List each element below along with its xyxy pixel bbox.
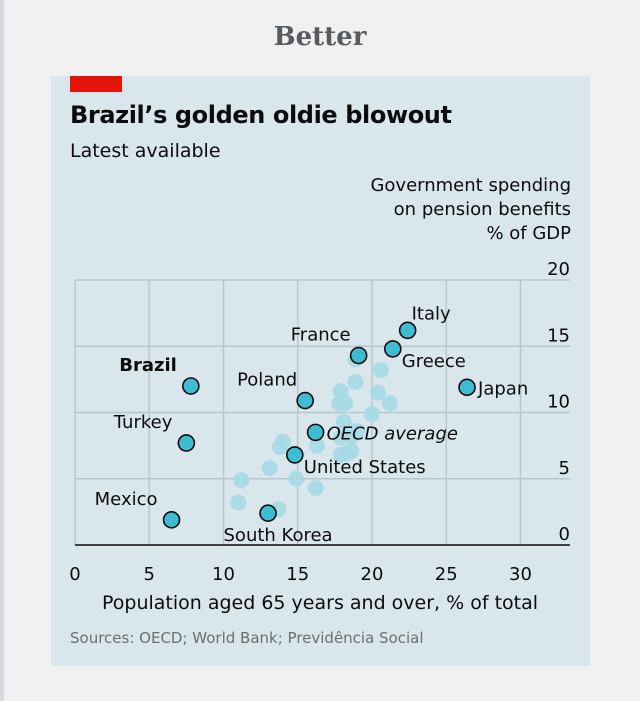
background-point bbox=[261, 460, 278, 477]
highlighted-point bbox=[398, 321, 417, 340]
background-point bbox=[381, 395, 398, 412]
x-tick-label: 10 bbox=[212, 564, 235, 585]
background-point bbox=[347, 374, 364, 391]
point-label: Mexico bbox=[95, 489, 158, 510]
y-tick-label: 20 bbox=[547, 259, 570, 280]
background-point bbox=[372, 362, 389, 379]
y-tick-label: 15 bbox=[547, 325, 570, 346]
point-label: South Korea bbox=[224, 525, 333, 546]
background-point bbox=[332, 429, 349, 446]
background-point bbox=[230, 494, 247, 511]
background-point bbox=[331, 395, 348, 412]
y-axis-label: Government spending on pension benefits … bbox=[311, 174, 571, 246]
background-point bbox=[338, 445, 355, 462]
y-tick-label: 0 bbox=[559, 524, 570, 545]
background-point bbox=[271, 438, 288, 455]
y-axis-label-line-2: on pension benefits bbox=[393, 199, 571, 220]
x-tick-label: 30 bbox=[509, 564, 532, 585]
highlighted-point bbox=[177, 434, 196, 452]
background-point bbox=[369, 384, 386, 401]
x-tick-label: 15 bbox=[286, 564, 309, 585]
point-label: France bbox=[291, 325, 351, 346]
point-label: OECD average bbox=[327, 423, 458, 444]
point-label: United States bbox=[304, 457, 426, 478]
background-point bbox=[364, 405, 380, 422]
y-axis-label-line-1: Government spending bbox=[370, 175, 571, 196]
point-label: Brazil bbox=[119, 355, 177, 376]
left-edge-rule bbox=[0, 0, 4, 701]
y-axis-label-line-3: % of GDP bbox=[486, 223, 571, 244]
chart-card bbox=[51, 76, 590, 666]
page-heading: Better bbox=[273, 22, 367, 52]
chart-title: Brazil’s golden oldie blowout bbox=[70, 101, 452, 129]
x-tick-label: 25 bbox=[435, 564, 458, 585]
highlighted-point bbox=[285, 446, 304, 464]
background-point bbox=[288, 470, 305, 487]
highlighted-point bbox=[162, 511, 181, 529]
highlighted-point bbox=[458, 378, 476, 397]
highlighted-point bbox=[383, 340, 402, 358]
point-label: Greece bbox=[402, 351, 466, 372]
background-point bbox=[335, 413, 352, 430]
highlighted-point bbox=[306, 423, 325, 442]
y-tick-label: 5 bbox=[559, 458, 570, 479]
y-tick-label: 10 bbox=[547, 392, 570, 413]
highlighted-point bbox=[259, 504, 277, 523]
background-point bbox=[309, 437, 326, 454]
x-tick-label: 5 bbox=[144, 564, 155, 585]
point-label: Turkey bbox=[113, 412, 173, 433]
source-note: Sources: OECD; World Bank; Previdência S… bbox=[70, 629, 424, 647]
x-axis-label: Population aged 65 years and over, % of … bbox=[101, 592, 539, 614]
x-tick-label: 0 bbox=[69, 564, 80, 585]
x-tick-label: 20 bbox=[361, 564, 384, 585]
point-label: Japan bbox=[477, 378, 528, 399]
chart-subtitle: Latest available bbox=[70, 140, 221, 162]
point-label: Poland bbox=[237, 370, 297, 391]
highlighted-point bbox=[182, 377, 200, 395]
brand-red-tab bbox=[70, 76, 122, 92]
highlighted-point bbox=[296, 391, 314, 410]
point-label: Italy bbox=[412, 303, 451, 324]
background-point bbox=[307, 480, 324, 497]
highlighted-point bbox=[349, 346, 368, 365]
background-point bbox=[233, 472, 250, 489]
